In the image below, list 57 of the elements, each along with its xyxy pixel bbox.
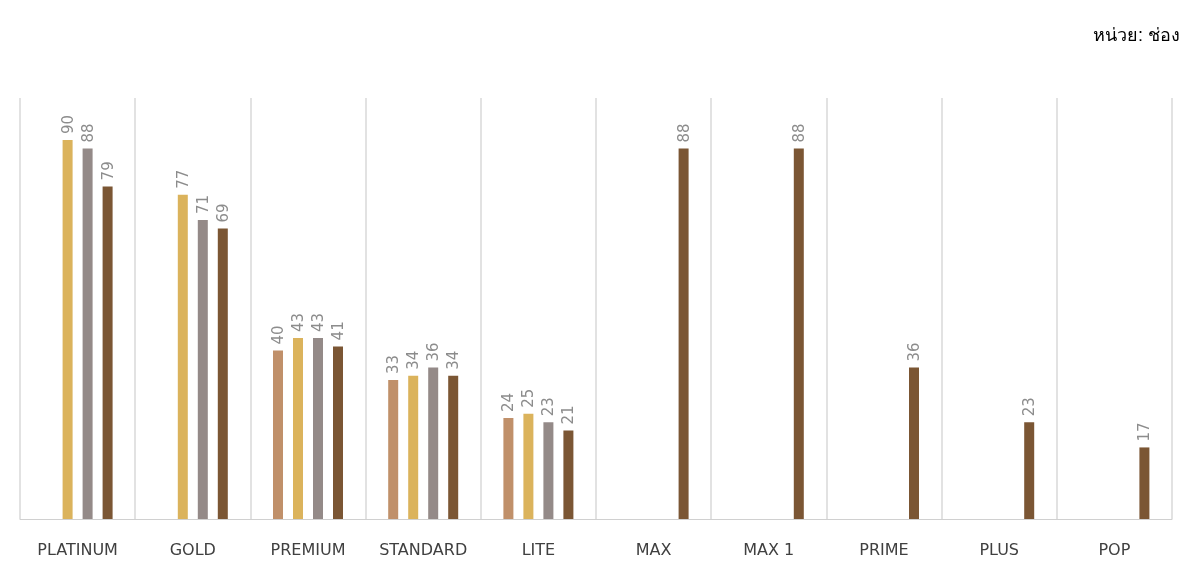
- x-tick-label: MAX: [635, 539, 672, 559]
- x-tick-label: GOLD: [169, 539, 216, 559]
- data-label: 88: [78, 123, 97, 143]
- data-label: 33: [384, 354, 403, 375]
- x-tick-label: PRIME: [859, 539, 909, 559]
- data-label: 71: [193, 195, 212, 215]
- bar: [1139, 447, 1150, 519]
- x-tick-label: STANDARD: [379, 539, 468, 559]
- x-tick-label: PLATINUM: [37, 539, 118, 559]
- data-label: 88: [789, 123, 808, 143]
- data-label: 69: [213, 203, 232, 223]
- data-label: 24: [499, 392, 518, 412]
- data-label: 34: [404, 350, 423, 370]
- bar: [793, 148, 804, 519]
- bar: [543, 422, 554, 519]
- data-label: 79: [98, 161, 117, 181]
- x-tick-label: LITE: [521, 539, 556, 559]
- data-label: 23: [1020, 397, 1039, 417]
- bar: [523, 413, 534, 519]
- data-label: 40: [269, 325, 287, 345]
- data-label: 43: [289, 312, 307, 332]
- data-label: 43: [309, 312, 327, 332]
- bar: [293, 337, 303, 519]
- bar: [62, 140, 73, 519]
- data-label: 90: [58, 115, 77, 135]
- bar: [909, 367, 919, 519]
- bar: [388, 380, 399, 519]
- bar: [563, 430, 574, 519]
- bar: [678, 148, 689, 519]
- data-label: 36: [424, 342, 443, 362]
- text: หน่วย: ช่อง: [1093, 25, 1181, 45]
- data-label: 77: [173, 169, 192, 189]
- bar: [177, 194, 188, 519]
- bar: [273, 350, 283, 519]
- bar: [408, 375, 419, 519]
- bar: [333, 346, 343, 519]
- bar: [82, 148, 93, 519]
- data-label: 25: [519, 388, 538, 408]
- data-label: 34: [444, 350, 463, 370]
- bar: [448, 375, 459, 519]
- x-tick-label: PREMIUM: [270, 539, 346, 559]
- x-tick-label: PLUS: [979, 539, 1020, 559]
- bar: [1024, 422, 1035, 519]
- bar: [313, 337, 323, 519]
- data-label: 17: [1135, 422, 1154, 442]
- data-label: 36: [905, 342, 923, 362]
- x-tick-label: POP: [1098, 539, 1131, 559]
- bar: [428, 367, 439, 519]
- bar: [217, 228, 228, 519]
- bar: [503, 417, 514, 519]
- bar: [102, 186, 113, 519]
- data-label: 41: [329, 321, 347, 341]
- data-label: 21: [559, 405, 578, 425]
- bar: [197, 220, 208, 519]
- data-label: 23: [539, 397, 558, 417]
- data-label: 88: [674, 123, 693, 143]
- x-tick-label: MAX 1: [743, 539, 795, 559]
